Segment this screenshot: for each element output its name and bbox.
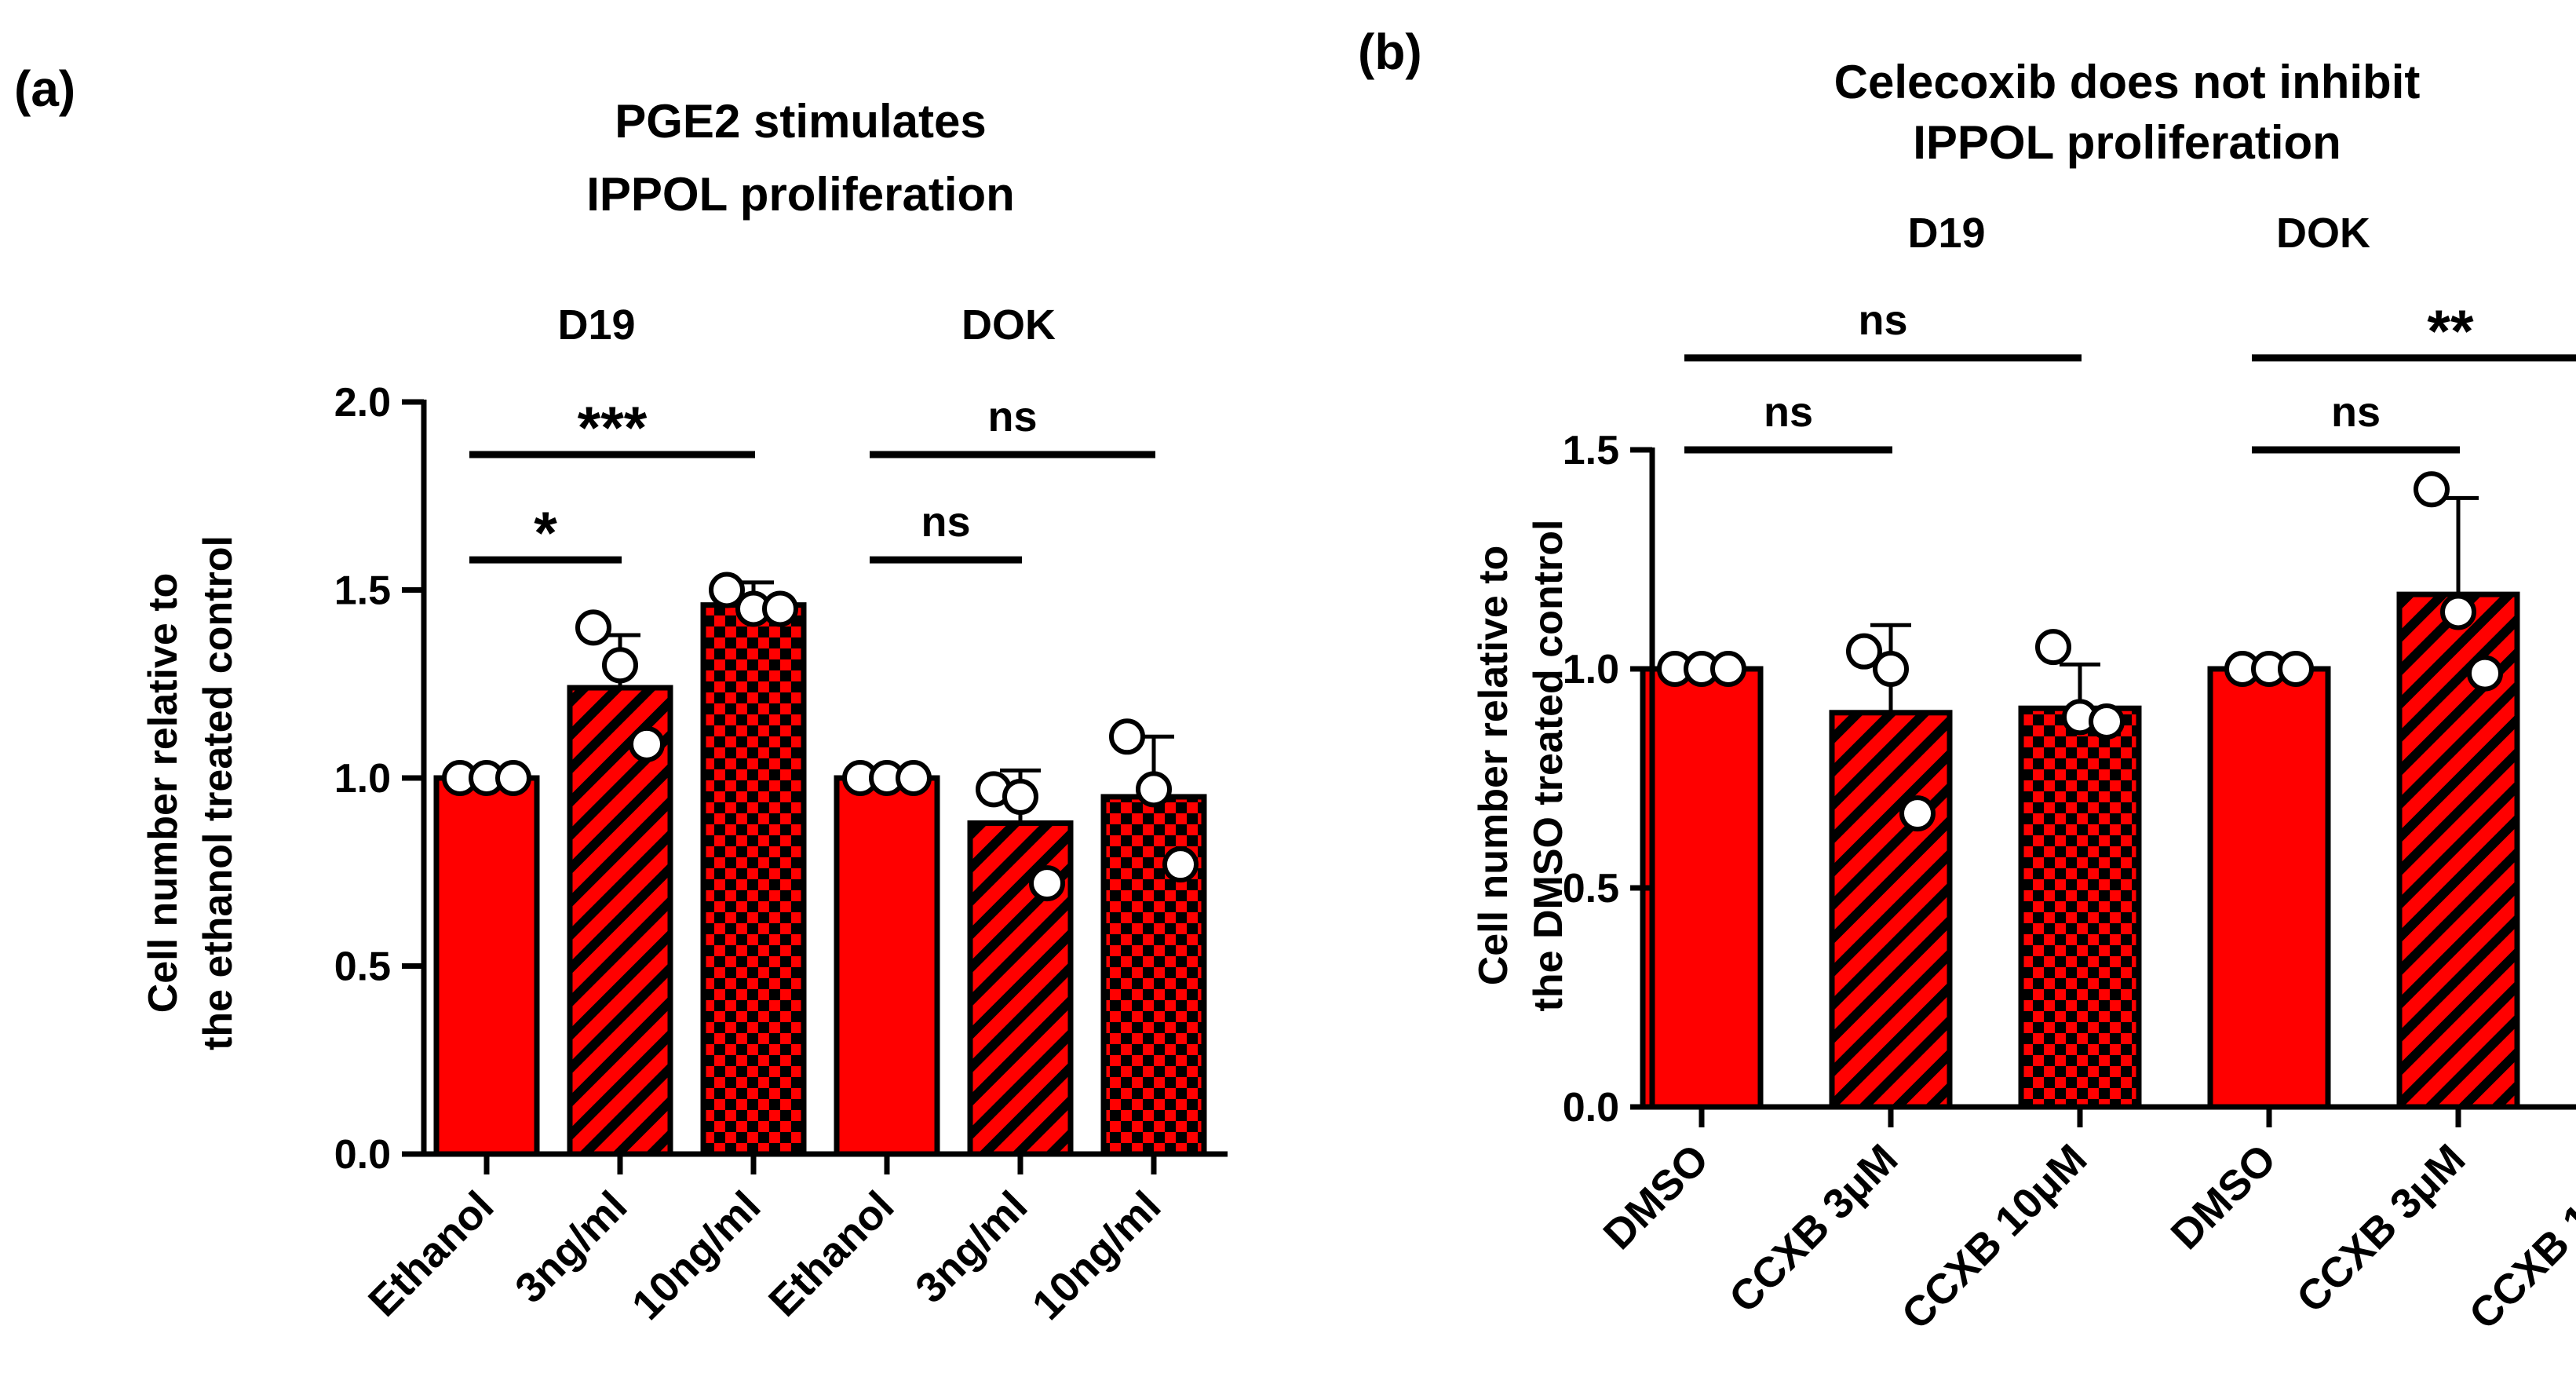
group-label-dok-a: DOK [961,301,1056,349]
category-label-a-3: Ethanol [760,1182,903,1325]
data-point-b-1-1 [1873,651,1909,687]
panel-a: (a) PGE2 stimulates IPPOL proliferation … [14,60,1228,1329]
category-label-a-5: 10ng/ml [1023,1182,1170,1329]
bar-a-3 [834,775,940,1157]
category-label-b-0: DMSO [1595,1135,1718,1258]
y-axis-label-line1-a: Cell number relative to [140,573,186,1014]
significance-label-b-3: ** [2427,298,2474,365]
bar-a-1 [567,685,673,1157]
category-label-a-1: 3ng/ml [506,1182,636,1312]
data-point-a-3-2 [896,760,932,796]
group-label-dok-b: DOK [2276,210,2370,257]
significance-label-b-0: ns [1764,389,1813,436]
y-tick-label-a-2: 1.0 [334,756,391,802]
bar-a-0 [433,775,540,1157]
y-tick-label-b-3: 1.5 [1563,428,1619,473]
category-label-b-2: CCXB 10μM [1893,1135,2096,1339]
panel-label-a: (a) [14,60,75,117]
y-axis-label-line2-b: the DMSO treated control [1526,520,1571,1012]
bar-b-2 [2018,705,2142,1110]
significance-label-a-3: ns [987,393,1037,440]
y-axis-label-line1-b: Cell number relative to [1471,546,1516,986]
data-point-b-1-0 [1846,633,1882,670]
significance-label-a-1: *** [578,395,648,462]
data-point-b-4-1 [2440,594,2476,630]
panel-label-b: (b) [1358,24,1422,80]
data-point-a-1-1 [602,647,638,684]
y-tick-label-a-3: 1.5 [334,568,391,614]
category-label-a-0: Ethanol [359,1182,502,1325]
data-point-b-2-2 [2089,703,2125,740]
bar-b-3 [2207,666,2331,1110]
category-label-a-2: 10ng/ml [623,1182,770,1329]
data-point-a-4-2 [1029,865,1065,902]
category-label-b-1: CCXB 3μM [1720,1135,1907,1322]
significance-label-b-1: ns [1858,297,1907,344]
data-point-a-2-2 [762,590,798,627]
data-point-b-4-2 [2467,655,2503,692]
category-label-b-4: CCXB 3μM [2288,1135,2475,1322]
bar-b-1 [1829,710,1953,1110]
data-point-a-5-1 [1136,771,1172,808]
y-tick-label-b-2: 1.0 [1563,647,1619,692]
data-point-b-3-2 [2278,651,2314,687]
data-point-b-1-2 [1899,795,1936,832]
data-point-a-2-0 [709,572,745,608]
category-label-b-3: DMSO [2162,1135,2286,1258]
data-point-b-0-2 [1710,651,1746,687]
chart-title-line1-b: Celecoxib does not inhibit [1834,56,2421,108]
significance-label-a-0: * [534,500,557,567]
chart-title-line2-a: IPPOL proliferation [586,168,1015,221]
bar-b-0 [1640,666,1764,1110]
y-tick-label-b-0: 0.0 [1563,1085,1619,1131]
y-axis-label-line2-a: the ethanol treated control [195,535,241,1050]
y-tick-label-a-0: 0.0 [334,1132,391,1178]
data-point-a-1-2 [629,725,665,762]
y-tick-label-a-4: 2.0 [334,380,391,426]
group-label-d19-b: D19 [1907,210,1985,257]
chart-title-line1-a: PGE2 stimulates [615,95,987,148]
category-label-b-5: CCXB 10μM [2461,1135,2576,1339]
data-point-a-5-2 [1162,846,1199,883]
data-point-b-4-0 [2414,471,2450,508]
chart-title-line2-b: IPPOL proliferation [1913,116,2341,169]
category-label-a-4: 3ng/ml [907,1182,1036,1312]
significance-label-b-2: ns [2331,389,2381,436]
bar-a-2 [700,602,807,1157]
data-point-a-4-1 [1002,778,1038,815]
data-point-b-2-0 [2035,629,2071,666]
y-tick-label-b-1: 0.5 [1563,866,1619,911]
data-point-a-0-2 [495,760,531,796]
group-label-d19-a: D19 [557,301,635,349]
y-tick-label-a-1: 0.5 [334,944,391,990]
data-point-a-5-0 [1109,718,1145,755]
data-point-a-1-0 [575,609,611,646]
significance-label-a-2: ns [921,499,970,546]
panel-b: (b) Celecoxib does not inhibit IPPOL pro… [1358,24,2576,1339]
